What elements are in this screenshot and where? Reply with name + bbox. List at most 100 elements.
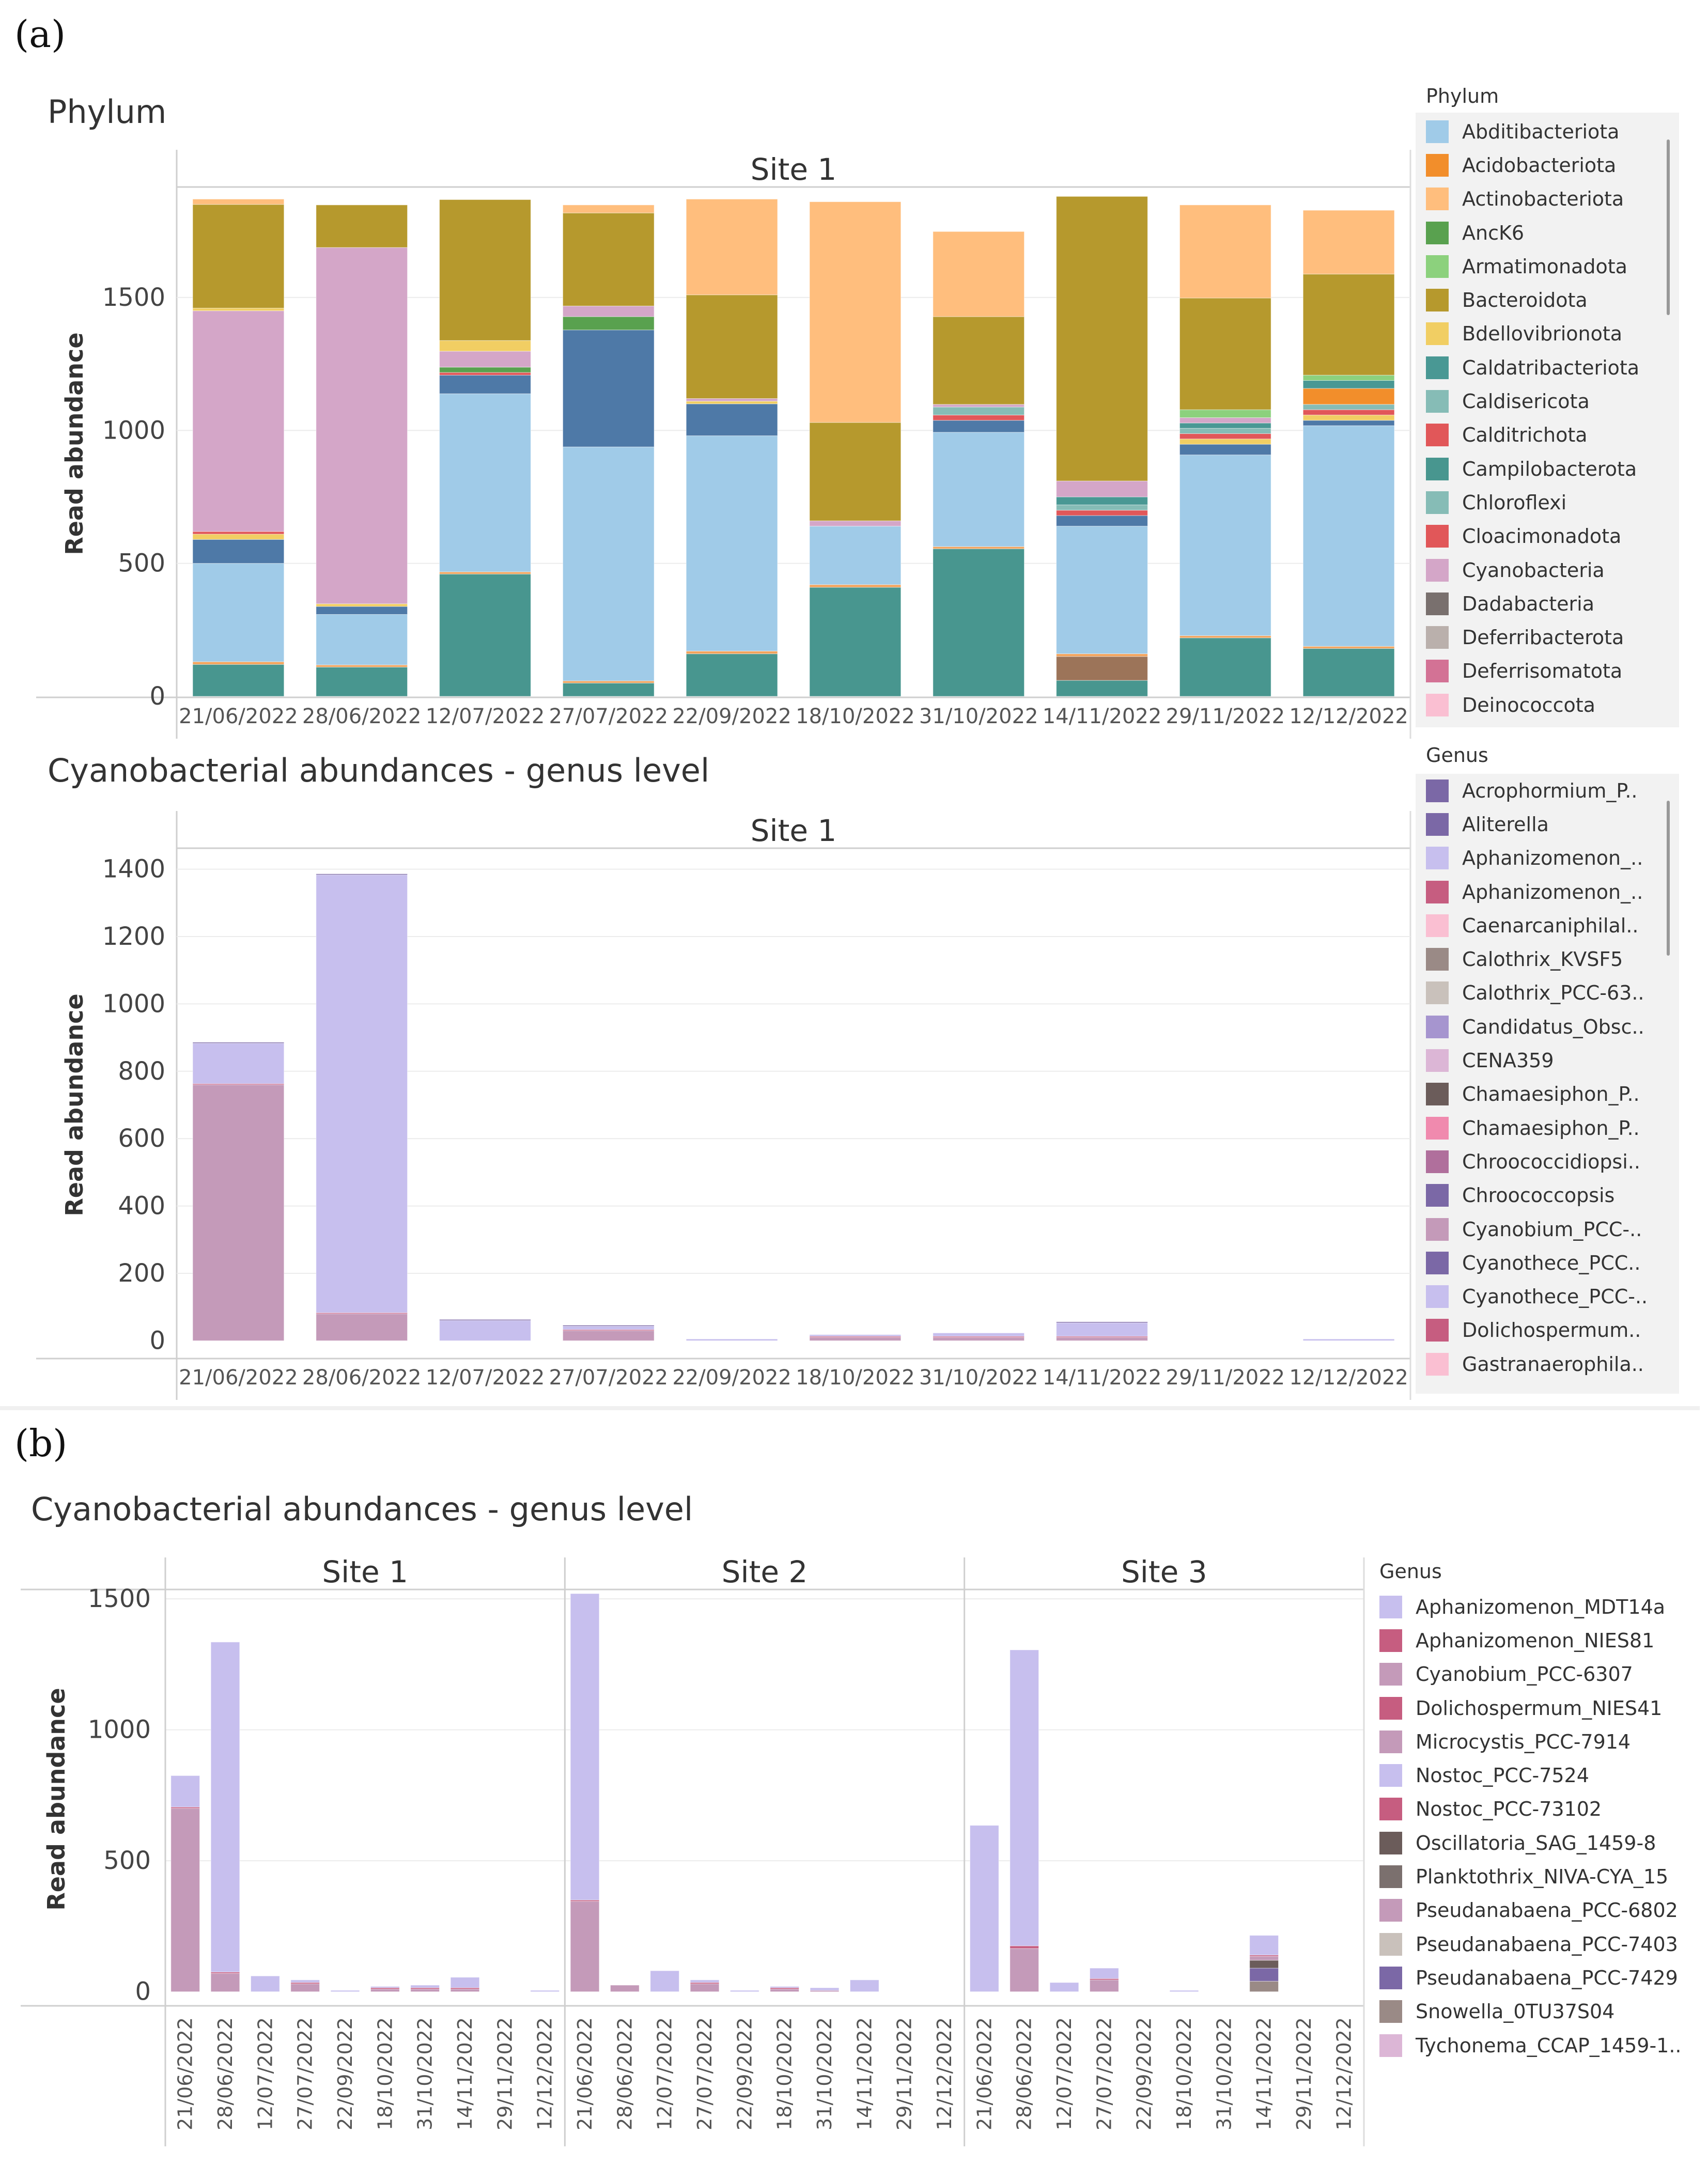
phylum-bar-28-06-2022-bdellovibrionota-5 xyxy=(316,603,408,607)
phylum-bar-18-10-2022-abditibacteriota-3 xyxy=(809,526,902,585)
phylum-bar-21-06-2022-abditibacteriota-3 xyxy=(192,563,285,662)
genus-b-bar-site-2-28-06-2022-pseudanabaena-pcc-6802-0 xyxy=(610,1985,640,1992)
genus-b-legend-item-snowella-0tu37s04-12[interactable]: Snowella_0TU37S04 xyxy=(1379,1995,1700,2029)
genus-b-x-tick-site-2-29-11-2022: 29/11/2022 xyxy=(893,2017,916,2130)
genus-b-legend-item-pseudanabaena-pcc-7429-11[interactable]: Pseudanabaena_PCC-7429 xyxy=(1379,1961,1700,1994)
phylum-legend-item-cloacimonadota-12[interactable]: Cloacimonadota xyxy=(1426,520,1664,553)
phylum-legend-item-campilobacterota-10[interactable]: Campilobacterota xyxy=(1426,452,1664,486)
genus-b-legend-item-aphanizomenon-nies81-1[interactable]: Aphanizomenon_NIES81 xyxy=(1379,1624,1700,1657)
phylum-legend-item-abditibacteriota-0[interactable]: Abditibacteriota xyxy=(1426,115,1664,148)
genus-a-bar-14-11-2022-aphanizomenon-mdt14a-2 xyxy=(1056,1322,1148,1337)
genus-b-x-tick-site-1-12-07-2022: 12/07/2022 xyxy=(254,2017,276,2130)
phylum-legend-item-bacteroidota-5[interactable]: Bacteroidota xyxy=(1426,283,1664,317)
genus-b-legend-item-nostoc-pcc-73102-6[interactable]: Nostoc_PCC-73102 xyxy=(1379,1792,1700,1826)
genus-a-legend-item-aliterella-1[interactable]: Aliterella xyxy=(1426,807,1664,841)
genus-b-legend-item-planktothrix-niva-cya-15-8[interactable]: Planktothrix_NIVA-CYA_15 xyxy=(1379,1860,1700,1893)
genus-a-legend-item-cyanothece-pcc-15[interactable]: Cyanothece_PCC-.. xyxy=(1426,1280,1664,1313)
genus-a-y-axis-label: Read abundance xyxy=(60,993,88,1216)
genus-b-bar-site-2-18-10-2022-pseudanabaena-pcc-6802-0 xyxy=(770,1989,800,1992)
phylum-bar-12-07-2022-actinobacteriota-2 xyxy=(439,571,531,574)
genus-a-legend-item-chroococcidiopsi-11[interactable]: Chroococcidiopsi.. xyxy=(1426,1145,1664,1178)
genus-a-legend-swatch xyxy=(1426,1049,1449,1072)
phylum-bar-14-11-2022-caldatribacteriota-10 xyxy=(1056,496,1148,505)
phylum-legend-label: Deinococcota xyxy=(1462,693,1595,716)
genus-a-legend-label: CENA359 xyxy=(1462,1049,1554,1072)
phylum-legend-item-bdellovibrionota-6[interactable]: Bdellovibrionota xyxy=(1426,317,1664,351)
genus-b-legend-item-nostoc-pcc-7524-5[interactable]: Nostoc_PCC-7524 xyxy=(1379,1758,1700,1792)
genus-b-legend-item-tychonema-ccap-1459-1-13[interactable]: Tychonema_CCAP_1459-1.. xyxy=(1379,2029,1700,2062)
genus-a-legend-scrollbar[interactable] xyxy=(1667,801,1670,956)
genus-a-y-tick-1200: 1200 xyxy=(102,922,165,951)
phylum-legend-item-chloroflexi-11[interactable]: Chloroflexi xyxy=(1426,486,1664,519)
phylum-bar-29-11-2022-armatimonadota-13 xyxy=(1179,409,1271,418)
genus-b-legend-label: Snowella_0TU37S04 xyxy=(1416,2000,1615,2023)
phylum-bar-28-06-2022-armatimonadota-4 xyxy=(316,606,408,615)
phylum-legend-item-acidobacteriota-1[interactable]: Acidobacteriota xyxy=(1426,148,1664,182)
genus-a-legend-swatch xyxy=(1426,1352,1449,1376)
genus-a-legend-label: Candidatus_Obsc.. xyxy=(1462,1015,1644,1038)
genus-b-x-tick-site-2-18-10-2022: 18/10/2022 xyxy=(773,2017,796,2130)
phylum-legend-scrollbar[interactable] xyxy=(1667,139,1670,315)
phylum-legend-item-deinococcota-17[interactable]: Deinococcota xyxy=(1426,688,1664,720)
phylum-bar-12-07-2022-bacteroidota-14 xyxy=(439,199,531,341)
genus-b-x-tick-site-3-18-10-2022: 18/10/2022 xyxy=(1173,2017,1195,2130)
phylum-legend-item-actinobacteriota-2[interactable]: Actinobacteriota xyxy=(1426,182,1664,216)
genus-a-legend-item-aphanizomenon-2[interactable]: Aphanizomenon_.. xyxy=(1426,841,1664,875)
genus-b-legend-item-aphanizomenon-mdt14a-0[interactable]: Aphanizomenon_MDT14a xyxy=(1379,1590,1700,1624)
genus-b-bar-site-3-18-10-2022-aphanizomenon-mdt14a-5 xyxy=(1169,1990,1199,1992)
genus-b-bar-site-3-28-06-2022-aphanizomenon-mdt14a-5 xyxy=(1010,1649,1039,1946)
phylum-x-tick-28-06-2022: 28/06/2022 xyxy=(302,705,422,728)
phylum-legend-item-caldisericota-8[interactable]: Caldisericota xyxy=(1426,384,1664,418)
phylum-legend-label: Cloacimonadota xyxy=(1462,525,1622,548)
genus-b-legend-item-pseudanabaena-pcc-7403-10[interactable]: Pseudanabaena_PCC-7403 xyxy=(1379,1927,1700,1961)
phylum-legend-item-anck6-3[interactable]: AncK6 xyxy=(1426,216,1664,250)
genus-a-legend-item-chamaesiphon-p-10[interactable]: Chamaesiphon_P.. xyxy=(1426,1111,1664,1145)
phylum-legend-item-dadabacteria-14[interactable]: Dadabacteria xyxy=(1426,587,1664,620)
phylum-bar-27-07-2022-campilobacterota-0 xyxy=(562,682,655,697)
phylum-y-tick-0: 0 xyxy=(149,682,165,711)
genus-b-x-tick-site-1-27-07-2022: 27/07/2022 xyxy=(294,2017,317,2130)
phylum-legend-item-armatimonadota-4[interactable]: Armatimonadota xyxy=(1426,250,1664,283)
genus-a-legend-item-caenarcaniphilal-4[interactable]: Caenarcaniphilal.. xyxy=(1426,909,1664,942)
genus-b-legend-swatch xyxy=(1379,2000,1402,2023)
genus-a-legend-item-cena359-8[interactable]: CENA359 xyxy=(1426,1043,1664,1077)
genus-a-legend-item-candidatus-obsc-7[interactable]: Candidatus_Obsc.. xyxy=(1426,1010,1664,1043)
phylum-bar-14-11-2022-dadabacteria-1 xyxy=(1056,656,1148,681)
genus-a-legend-item-aphanizomenon-3[interactable]: Aphanizomenon_.. xyxy=(1426,875,1664,909)
phylum-bar-21-06-2022-calditrichota-6 xyxy=(192,531,285,535)
phylum-legend-item-deferribacterota-15[interactable]: Deferribacterota xyxy=(1426,620,1664,654)
phylum-legend-item-deferrisomatota-16[interactable]: Deferrisomatota xyxy=(1426,654,1664,688)
genus-a-legend-item-dolichospermum-16[interactable]: Dolichospermum.. xyxy=(1426,1314,1664,1347)
genus-a-legend-item-calothrix-pcc-63-6[interactable]: Calothrix_PCC-63.. xyxy=(1426,976,1664,1010)
genus-b-x-tick-site-3-12-07-2022: 12/07/2022 xyxy=(1053,2017,1076,2130)
genus-a-legend-item-gastranaerophila-17[interactable]: Gastranaerophila.. xyxy=(1426,1347,1664,1381)
genus-b-legend-item-dolichospermum-nies41-3[interactable]: Dolichospermum_NIES41 xyxy=(1379,1691,1700,1725)
genus-a-legend-item-cyanobium-pcc-13[interactable]: Cyanobium_PCC-.. xyxy=(1426,1212,1664,1246)
genus-a-legend-item-chroococcopsis-12[interactable]: Chroococcopsis xyxy=(1426,1179,1664,1212)
phylum-legend-item-caldatribacteriota-7[interactable]: Caldatribacteriota xyxy=(1426,351,1664,384)
genus-a-legend-item-chamaesiphon-p-9[interactable]: Chamaesiphon_P.. xyxy=(1426,1078,1664,1111)
phylum-bar-12-12-2022-abditibacteriota-3 xyxy=(1302,425,1395,647)
genus-b-bar-site-3-14-11-2022-pseudanabaena-pcc-6802-3 xyxy=(1249,1956,1279,1961)
phylum-bar-27-07-2022-abditibacteriota-3 xyxy=(562,446,655,681)
phylum-legend-label: Deferribacterota xyxy=(1462,626,1624,649)
phylum-bar-27-07-2022-anck6-7 xyxy=(562,316,655,331)
phylum-legend-item-cyanobacteria-13[interactable]: Cyanobacteria xyxy=(1426,553,1664,587)
genus-a-legend-item-acrophormium-p-0[interactable]: Acrophormium_P.. xyxy=(1426,774,1664,807)
genus-a-legend-item-calothrix-kvsf5-5[interactable]: Calothrix_KVSF5 xyxy=(1426,942,1664,976)
phylum-legend-item-calditrichota-9[interactable]: Calditrichota xyxy=(1426,418,1664,452)
genus-b-legend-item-pseudanabaena-pcc-6802-9[interactable]: Pseudanabaena_PCC-6802 xyxy=(1379,1894,1700,1927)
genus-b-legend-item-cyanobium-pcc-6307-2[interactable]: Cyanobium_PCC-6307 xyxy=(1379,1658,1700,1691)
genus-a-legend-swatch xyxy=(1426,1285,1449,1308)
phylum-bar-28-06-2022-bacteroidota-14 xyxy=(316,205,408,248)
genus-b-x-tick-site-1-12-12-2022: 12/12/2022 xyxy=(534,2017,556,2130)
genus-a-legend-item-cyanothece-pcc-14[interactable]: Cyanothece_PCC.. xyxy=(1426,1246,1664,1280)
genus-b-x-tick-site-1-29-11-2022: 29/11/2022 xyxy=(493,2017,516,2130)
phylum-bar-14-11-2022-abditibacteriota-3 xyxy=(1056,526,1148,654)
phylum-y-tick-500: 500 xyxy=(118,549,165,578)
genus-b-legend-label: Planktothrix_NIVA-CYA_15 xyxy=(1416,1865,1669,1889)
genus-b-x-tick-site-3-14-11-2022: 14/11/2022 xyxy=(1253,2017,1276,2130)
genus-b-legend-item-oscillatoria-sag-1459-8-7[interactable]: Oscillatoria_SAG_1459-8 xyxy=(1379,1826,1700,1860)
genus-b-legend-item-microcystis-pcc-7914-4[interactable]: Microcystis_PCC-7914 xyxy=(1379,1725,1700,1758)
genus-b-x-tick-site-2-12-12-2022: 12/12/2022 xyxy=(933,2017,956,2130)
